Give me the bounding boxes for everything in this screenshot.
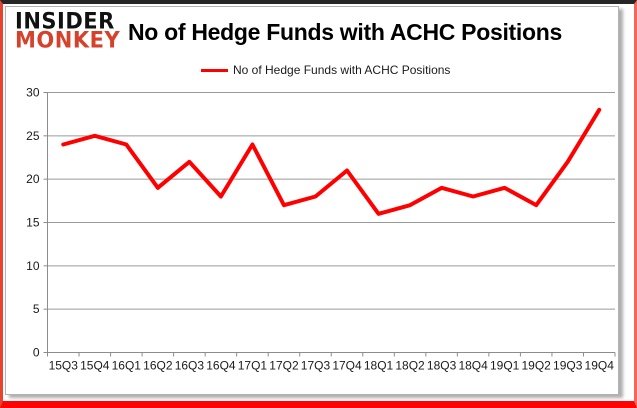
data-line-series [61, 107, 602, 216]
x-axis-label: 17Q1 [238, 359, 268, 373]
logo-insider-text: INSIDER [15, 8, 115, 34]
x-axis-label: 18Q1 [364, 359, 394, 373]
logo-monkey-text: MONKEY [15, 27, 121, 53]
line-chart-plot-area: 0 5 10 15 20 25 30 15Q3 15Q4 16Q1 16Q2 16Q3 16Q4 17Q1… [26, 86, 616, 373]
x-axis-label: 19Q1 [490, 359, 520, 373]
y-axis-label: 5 [33, 302, 40, 316]
chart-panel: INSIDER MONKEY No of Hedge Funds with AC… [5, 6, 619, 395]
x-axis-label: 18Q3 [427, 359, 457, 373]
y-axis-label: 30 [26, 86, 40, 100]
x-axis-label: 18Q2 [395, 359, 425, 373]
x-axis-label: 15Q3 [49, 359, 79, 373]
legend-line-swatch [201, 68, 228, 72]
y-axis-label: 10 [26, 259, 40, 273]
x-axis-label: 16Q2 [143, 359, 173, 373]
x-axis-label: 16Q1 [112, 359, 142, 373]
x-axis-label: 19Q4 [585, 359, 615, 373]
insider-monkey-logo: INSIDER MONKEY [15, 8, 125, 53]
y-axis-label: 25 [26, 129, 40, 143]
x-axis-label: 19Q2 [522, 359, 552, 373]
x-axis-label: 15Q4 [80, 359, 110, 373]
x-axis-label: 17Q4 [332, 359, 362, 373]
legend-label: No of Hedge Funds with ACHC Positions [233, 63, 451, 77]
x-axis-label: 16Q4 [206, 359, 236, 373]
x-axis-label: 17Q2 [269, 359, 299, 373]
y-axis-label: 0 [33, 346, 40, 360]
chart-title: No of Hedge Funds with ACHC Positions [128, 19, 562, 45]
y-axis-label: 15 [26, 216, 40, 230]
y-axis-label: 20 [26, 172, 40, 186]
x-axis-label: 17Q3 [301, 359, 331, 373]
x-axis-label: 16Q3 [175, 359, 205, 373]
x-axis-label: 18Q4 [458, 359, 488, 373]
x-axis-label: 19Q3 [553, 359, 583, 373]
legend: No of Hedge Funds with ACHC Positions [201, 63, 450, 77]
